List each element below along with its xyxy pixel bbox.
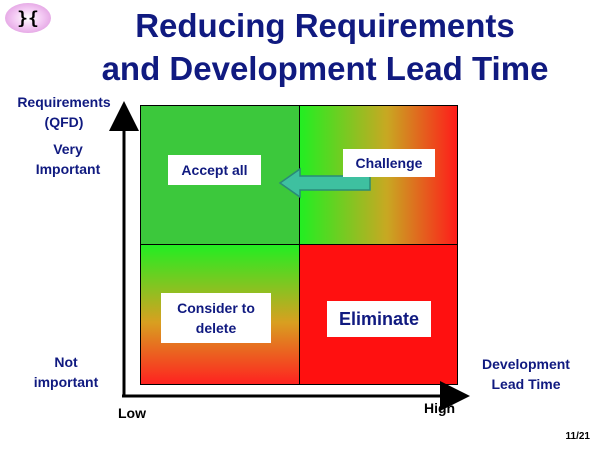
y-high-line-2: Important xyxy=(35,161,101,177)
title-line-2: and Development Lead Time xyxy=(101,50,549,87)
logo: }{ xyxy=(5,3,51,33)
consider-line-1: Consider to xyxy=(177,300,255,316)
x-axis-label-line-1: Development xyxy=(482,356,570,372)
accept-all-box: Accept all xyxy=(168,155,261,185)
y-axis-low-label: Not important xyxy=(28,352,104,392)
challenge-box: Challenge xyxy=(343,149,435,177)
y-low-line-2: important xyxy=(33,374,99,390)
title-line-1: Reducing Requirements xyxy=(135,7,515,44)
x-axis-label-line-2: Lead Time xyxy=(491,376,561,392)
eliminate-box: Eliminate xyxy=(327,301,431,337)
consider-line-2: delete xyxy=(195,320,237,336)
y-axis-label-line-1: Requirements xyxy=(17,94,111,110)
y-high-line-1: Very xyxy=(53,141,83,157)
slide-title: Reducing Requirements and Development Le… xyxy=(60,4,590,90)
y-low-line-1: Not xyxy=(54,354,78,370)
page-number: 11/21 xyxy=(565,431,590,442)
x-axis-high-label: High xyxy=(424,400,456,416)
y-axis-high-label: Very Important xyxy=(20,139,116,179)
y-axis-label: Requirements (QFD) xyxy=(10,92,118,132)
x-axis-label: Development Lead Time xyxy=(466,354,586,394)
y-axis-label-line-2: (QFD) xyxy=(44,114,84,130)
logo-glyph: }{ xyxy=(17,7,39,29)
consider-to-delete-box: Consider to delete xyxy=(161,293,271,343)
x-axis-low-label: Low xyxy=(118,405,146,421)
